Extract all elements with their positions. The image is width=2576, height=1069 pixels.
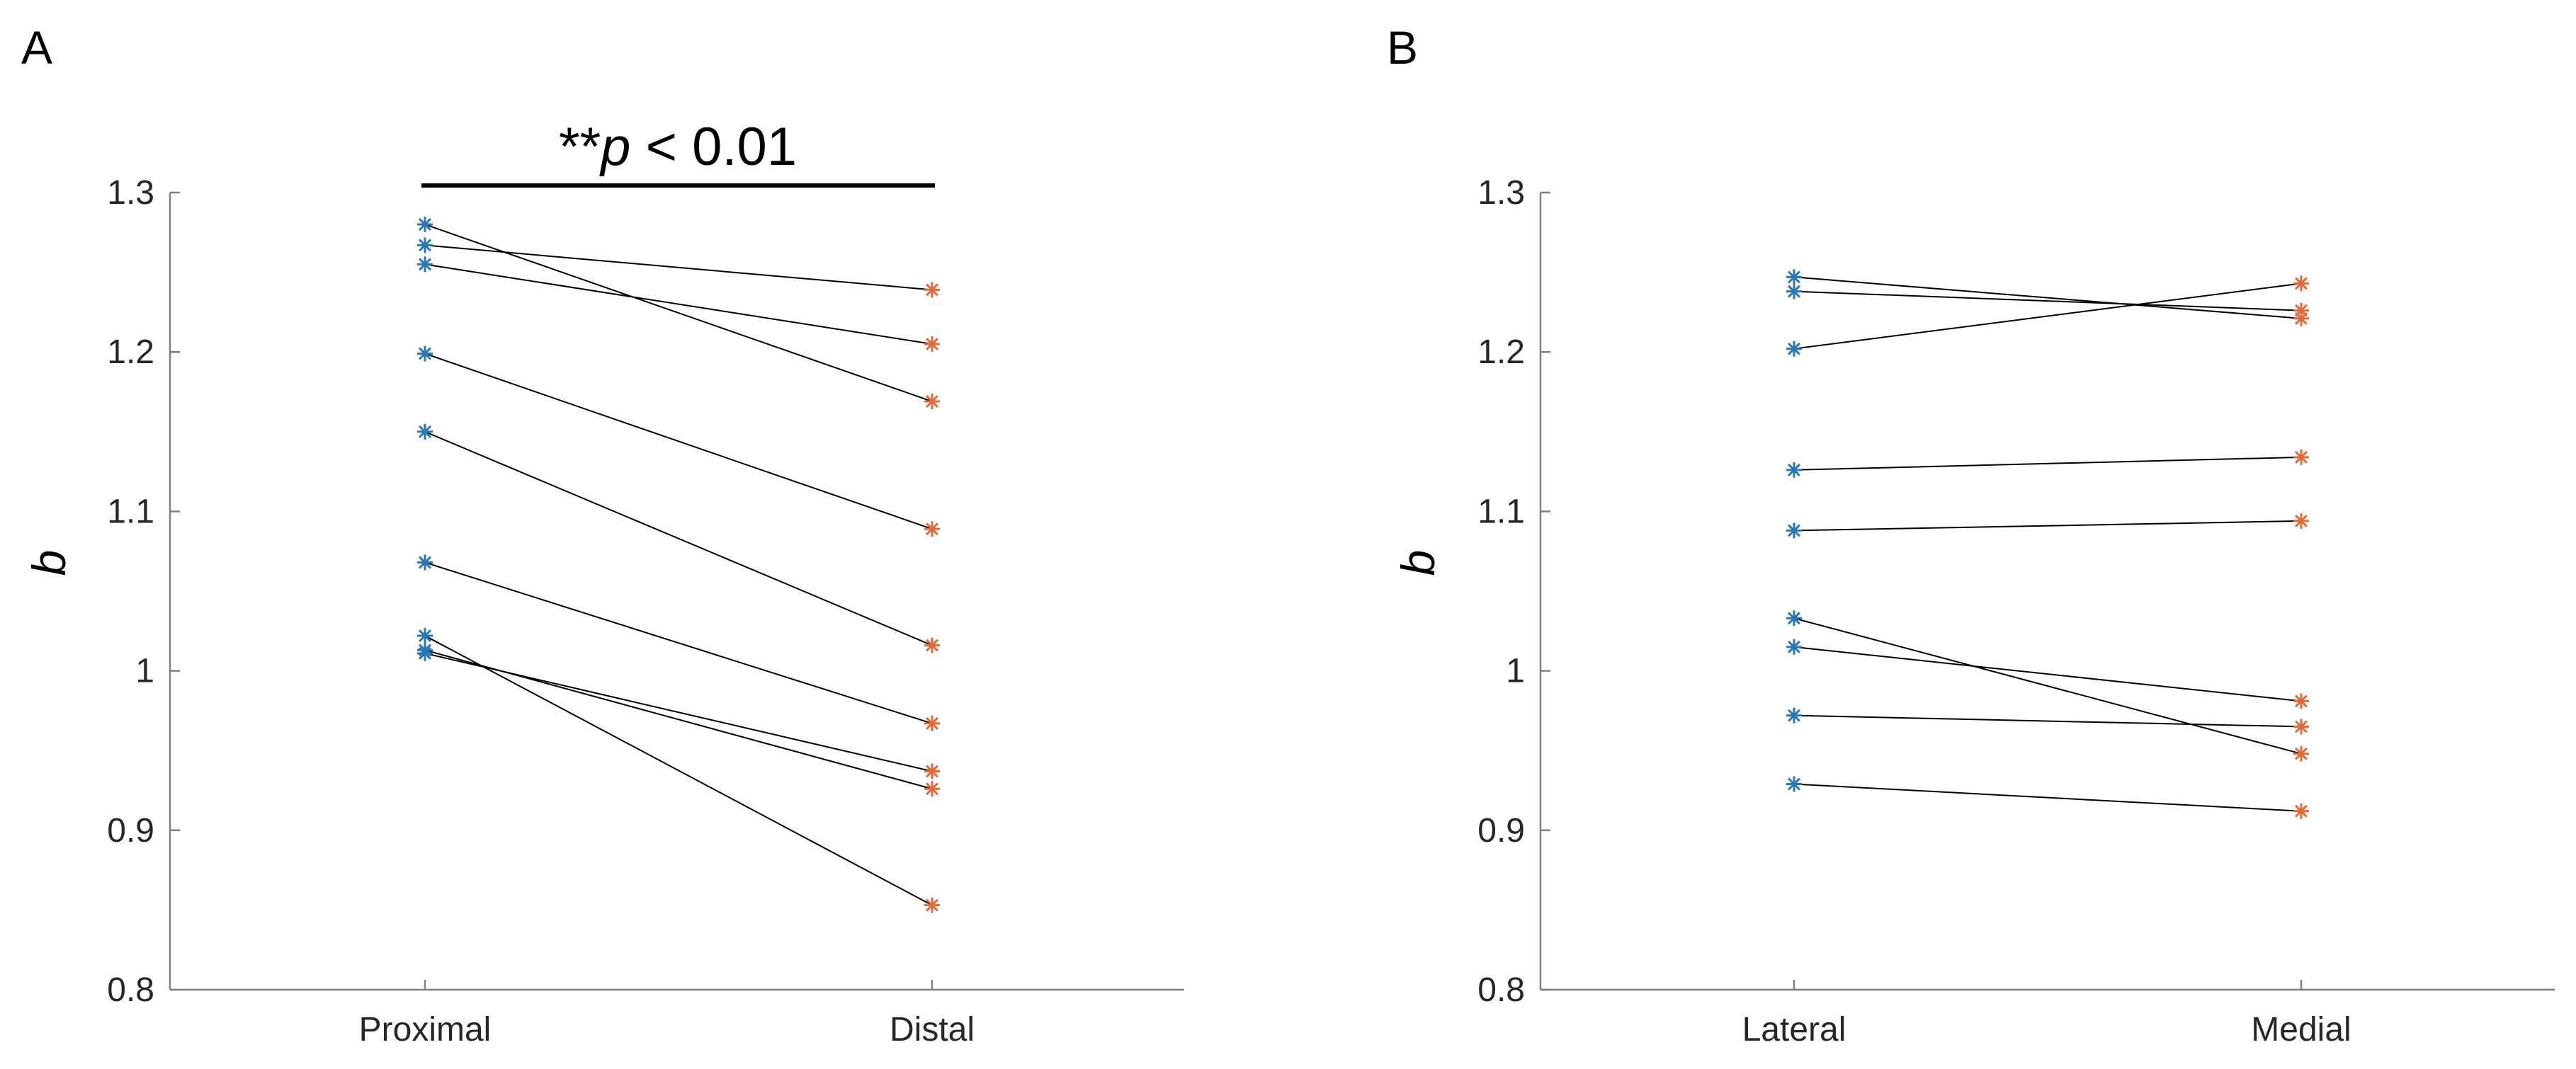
marker-distal xyxy=(924,336,940,352)
pair-line-b xyxy=(1793,290,2302,311)
pair-line-b xyxy=(1793,456,2302,471)
pair-line-b xyxy=(1793,617,2302,755)
pair-line-a xyxy=(424,224,933,402)
x-tick-label-a: Proximal xyxy=(359,1011,492,1048)
marker-lateral xyxy=(1786,341,1802,357)
marker-distal xyxy=(924,394,940,410)
panel-letter-a: A xyxy=(21,21,52,74)
panel-a: A b **p < 0.01 0.8 0.9 1 1.1 1.2 1.3 Proximal D… xyxy=(21,21,1184,1048)
significance-p-symbol: p xyxy=(599,117,630,177)
y-tick-label-b: 1.1 xyxy=(1477,493,1525,530)
marker-proximal xyxy=(417,423,433,440)
significance-threshold: < 0.01 xyxy=(630,117,797,177)
pair-line-b xyxy=(1793,282,2302,350)
y-tick-label-a: 1.2 xyxy=(107,333,154,371)
x-tick-label-b: Medial xyxy=(2251,1011,2351,1048)
pair-line-a xyxy=(424,263,933,345)
marker-medial xyxy=(2293,275,2309,292)
marker-medial xyxy=(2293,513,2309,529)
y-tick-label-a: 1 xyxy=(135,653,154,690)
pair-line-a xyxy=(424,652,933,772)
y-tick-label-a: 1.1 xyxy=(107,493,154,530)
marker-distal xyxy=(924,715,940,731)
pair-line-b xyxy=(1793,520,2302,532)
panel-b: B b 0.8 0.9 1 1.1 1.2 1.3 Lateral Medial xyxy=(1387,21,2555,1048)
marker-lateral xyxy=(1786,522,1802,539)
x-tick-label-b: Lateral xyxy=(1742,1011,1846,1048)
y-axis-label-a: b xyxy=(23,550,75,576)
pair-line-a xyxy=(424,430,933,646)
marker-distal xyxy=(924,781,940,797)
marker-medial xyxy=(2293,803,2309,819)
y-tick-label-a: 1.3 xyxy=(107,174,154,212)
y-tick-label-b: 1 xyxy=(1506,653,1525,690)
pair-line-b xyxy=(1793,783,2302,812)
marker-distal xyxy=(924,521,940,537)
marker-medial xyxy=(2293,693,2309,709)
marker-lateral xyxy=(1786,462,1802,478)
marker-lateral xyxy=(1786,776,1802,792)
marker-proximal xyxy=(417,628,433,644)
marker-proximal xyxy=(417,345,433,362)
plot-area-a: 0.8 0.9 1 1.1 1.2 1.3 Proximal Distal xyxy=(107,174,1184,1048)
significance-stars: ** xyxy=(559,117,601,177)
marker-distal xyxy=(924,282,940,298)
pair-line-b xyxy=(1793,276,2302,319)
marker-distal xyxy=(924,637,940,653)
marker-lateral xyxy=(1786,269,1802,285)
y-tick-label-b: 0.9 xyxy=(1477,812,1525,850)
pair-line-a xyxy=(424,353,933,530)
y-tick-label-b: 1.2 xyxy=(1477,333,1525,371)
x-tick-label-a: Distal xyxy=(890,1011,975,1048)
pair-line-a xyxy=(424,561,933,724)
marker-lateral xyxy=(1786,707,1802,724)
marker-medial xyxy=(2293,449,2309,465)
marker-lateral xyxy=(1786,639,1802,655)
marker-lateral xyxy=(1786,610,1802,627)
marker-lateral xyxy=(1786,283,1802,299)
pair-line-a xyxy=(424,244,933,291)
marker-proximal xyxy=(417,217,433,233)
y-tick-label-a: 0.8 xyxy=(107,971,154,1009)
panel-letter-b: B xyxy=(1387,21,1418,74)
significance-label: **p < 0.01 xyxy=(559,117,797,177)
pair-line-a xyxy=(424,635,933,906)
marker-proximal xyxy=(417,237,433,253)
marker-medial xyxy=(2293,719,2309,735)
marker-proximal xyxy=(417,256,433,273)
y-tick-label-b: 0.8 xyxy=(1477,971,1525,1009)
y-tick-label-a: 0.9 xyxy=(107,812,154,850)
pair-line-b xyxy=(1793,714,2302,728)
marker-proximal xyxy=(417,645,433,661)
marker-distal xyxy=(924,897,940,913)
marker-proximal xyxy=(417,554,433,571)
y-axis-label-b: b xyxy=(1392,550,1444,576)
marker-distal xyxy=(924,763,940,779)
marker-medial xyxy=(2293,745,2309,762)
plot-area-b: 0.8 0.9 1 1.1 1.2 1.3 Lateral Medial xyxy=(1477,174,2555,1048)
y-tick-label-b: 1.3 xyxy=(1477,174,1525,212)
marker-medial xyxy=(2293,302,2309,319)
pair-line-b xyxy=(1793,646,2302,702)
